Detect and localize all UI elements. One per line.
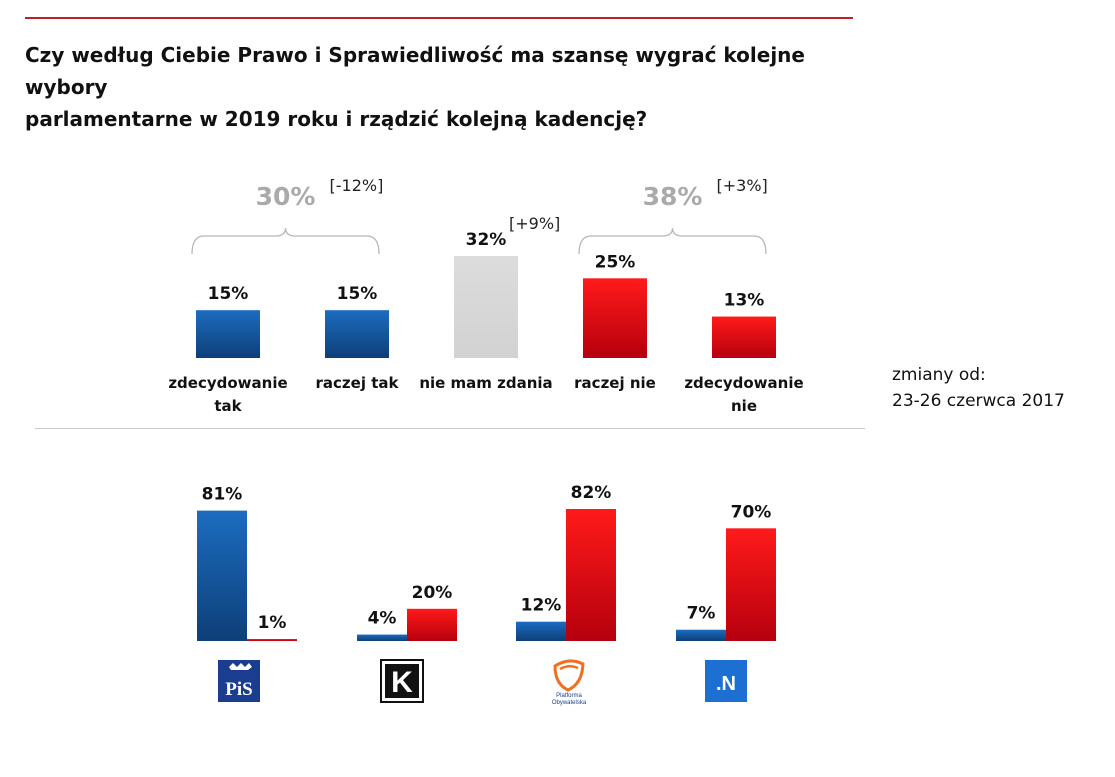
- answer-category-label-5-1: zdecydowanie: [684, 374, 803, 392]
- answer-category-label-4-1: raczej nie: [574, 374, 656, 392]
- answer-category-label-2-1: raczej tak: [316, 374, 400, 392]
- answer-bar-1: [196, 310, 260, 358]
- group-change-label-1: [-12%]: [330, 176, 384, 195]
- po-logo-swoosh: [559, 665, 579, 671]
- changes-note: zmiany od: 23-26 czerwca 2017: [892, 362, 1065, 414]
- answer-category-label-3-1: nie mam zdania: [419, 374, 552, 392]
- party-4-nie-bar: [726, 528, 776, 641]
- po-logo: [553, 659, 585, 692]
- answer-value-label-2: 15%: [337, 284, 378, 304]
- party-2-tak-bar: [357, 634, 407, 641]
- nowoczesna-logo-text: .N: [716, 673, 736, 695]
- party-4-nie-value-label: 70%: [731, 502, 772, 522]
- answer-value-label-5: 13%: [724, 291, 765, 311]
- po-logo-text-1: Platforma: [556, 693, 582, 699]
- party-1-nie-bar: [247, 639, 297, 641]
- party-2-nie-value-label: 20%: [412, 583, 453, 603]
- title-line-1: Czy według Ciebie Prawo i Sprawiedliwość…: [25, 43, 805, 99]
- nowoczesna-logo: [705, 660, 747, 702]
- pis-logo-text: PiS: [225, 679, 252, 700]
- answer-bar-2: [325, 310, 389, 358]
- group-brace-2: [578, 227, 767, 255]
- answer-category-label-5-2: nie: [731, 397, 757, 415]
- party-3-tak-value-label: 12%: [521, 596, 562, 616]
- party-2-tak-value-label: 4%: [368, 609, 397, 629]
- neutral-change-label: [+9%]: [509, 214, 560, 233]
- answer-bar-4: [583, 278, 647, 358]
- party-3-tak-bar: [516, 621, 566, 641]
- party-3-nie-value-label: 82%: [571, 483, 612, 503]
- group-change-label-2: [+3%]: [717, 176, 768, 195]
- kukiz-logo-inner: [385, 664, 419, 698]
- group-total-label-1: 30%: [256, 182, 316, 211]
- answer-value-label-4: 25%: [595, 252, 636, 272]
- party-3-nie-bar: [566, 509, 616, 641]
- party-1-nie-value-label: 1%: [258, 613, 287, 633]
- kukiz-logo-text: K: [391, 666, 413, 699]
- group-total-label-2: 38%: [643, 182, 703, 211]
- party-1-tak-bar: [197, 510, 247, 641]
- top-rule: [25, 17, 853, 19]
- group-brace-1: [191, 227, 380, 255]
- party-1-tak-value-label: 81%: [202, 485, 243, 505]
- party-4-tak-value-label: 7%: [687, 604, 716, 624]
- answer-category-label-1-1: zdecydowanie: [168, 374, 287, 392]
- changes-note-line-1: zmiany od:: [892, 365, 986, 385]
- po-logo-text-2: Obywatelska: [552, 700, 587, 706]
- title-line-2: parlamentarne w 2019 roku i rządzić kole…: [25, 107, 648, 131]
- answer-bar-3: [454, 256, 518, 358]
- page-title: Czy według Ciebie Prawo i Sprawiedliwość…: [25, 39, 885, 135]
- pis-logo-crown: [229, 663, 252, 670]
- party-4-tak-bar: [676, 629, 726, 641]
- changes-note-line-2: 23-26 czerwca 2017: [892, 391, 1065, 411]
- answer-category-label-1-2: tak: [214, 397, 242, 415]
- answer-value-label-1: 15%: [208, 284, 249, 304]
- party-2-nie-bar: [407, 608, 457, 641]
- answer-bar-5: [712, 316, 776, 358]
- section-divider: [35, 428, 865, 429]
- answer-value-label-3: 32%: [466, 230, 507, 250]
